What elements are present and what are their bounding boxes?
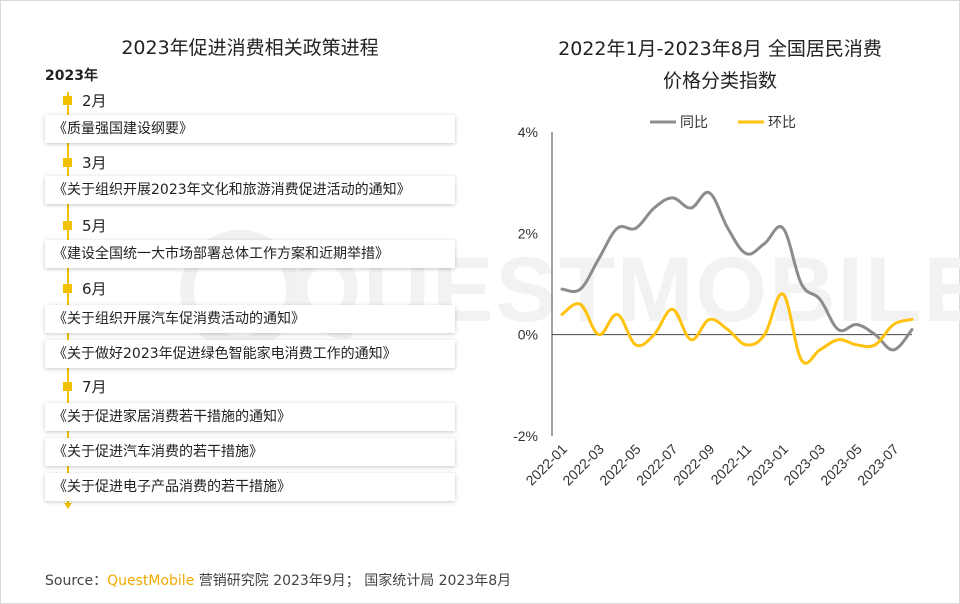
series-yoy-line [560,190,914,352]
cpi-line-chart: 4%2%0%-2%2022-012022-032022-052022-07202… [513,114,914,489]
chart-title: 2022年1月-2023年8月 全国居民消费 价格分类指数 [520,33,920,97]
source-footer: Source：QuestMobile 营销研究院 2023年9月； 国家统计局 … [45,570,511,590]
timeline-arrow-icon [64,503,72,509]
series-mom-line [560,292,914,365]
chart-title-line1: 2022年1月-2023年8月 全国居民消费 [558,38,882,60]
source-suffix: 营销研究院 2023年9月； 国家统计局 2023年8月 [194,573,512,589]
legend-label: 同比 [680,114,708,130]
timeline-marker-icon [63,220,72,230]
x-tick-label: 2023-07 [854,441,902,489]
timeline-line [67,92,69,506]
x-tick-label: 2022-09 [670,441,718,489]
timeline-year: 2023年 [45,68,98,84]
month-label: 5月 [63,215,107,236]
timeline-marker-icon [63,157,72,167]
timeline-marker-icon [63,283,72,293]
y-tick-label: 2% [518,225,538,241]
month-label: 2月 [63,90,107,111]
policy-item: 《关于组织开展汽车促消费活动的通知》 [45,305,455,333]
timeline-marker-icon [63,381,72,391]
policy-item: 《关于促进电子产品消费的若干措施》 [45,473,455,501]
source-brand: QuestMobile [107,573,195,589]
source-prefix: Source： [45,573,108,589]
y-tick-label: -2% [513,428,538,444]
policy-item: 《关于组织开展2023年文化和旅游消费促进活动的通知》 [45,176,455,204]
left-panel-title: 2023年促进消费相关政策进程 [121,37,379,59]
chart-title-line2: 价格分类指数 [662,70,777,92]
month-label: 7月 [63,376,107,397]
policy-item: 《关于做好2023年促进绿色智能家电消费工作的通知》 [45,340,455,368]
y-tick-label: 4% [518,124,538,140]
policy-item: 《关于促进汽车消费的若干措施》 [45,438,455,466]
policy-item: 《关于促进家居消费若干措施的通知》 [45,403,455,431]
legend-label: 环比 [768,114,796,130]
policy-item: 《质量强国建设纲要》 [45,115,455,143]
timeline-marker-icon [63,95,72,105]
month-label: 6月 [63,278,107,299]
y-tick-label: 0% [518,327,538,343]
policy-item: 《建设全国统一大市场部署总体工作方案和近期举措》 [45,240,455,268]
month-label: 3月 [63,152,107,173]
